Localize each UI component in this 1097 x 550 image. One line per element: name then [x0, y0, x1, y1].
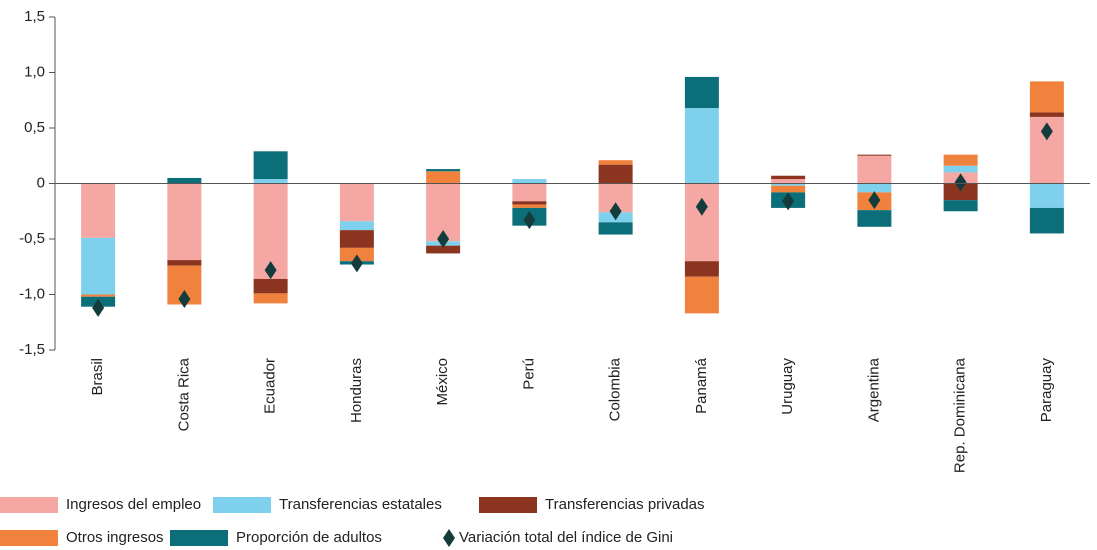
bar-segment: [943, 165, 978, 173]
gini-marker: [264, 261, 277, 280]
bar-segment: [1029, 112, 1064, 117]
bar-segment: [684, 276, 719, 314]
x-tick-label: Ecuador: [262, 358, 279, 414]
legend-swatch: [479, 497, 537, 513]
bar-segment: [598, 222, 633, 235]
bar-segment: [1029, 183, 1064, 208]
bar-segment: [512, 204, 547, 208]
bar-segment: [857, 210, 892, 227]
bar-segment: [253, 293, 288, 304]
bar-segment: [81, 183, 116, 238]
legend-label: Otros ingresos: [66, 529, 164, 546]
bar-segment: [943, 200, 978, 212]
legend-swatch: [170, 530, 228, 546]
bar-segment: [598, 164, 633, 184]
gini-marker: [437, 230, 450, 248]
legend-swatch: [213, 497, 271, 513]
bar-segment: [81, 237, 116, 295]
x-tick-label: Colombia: [607, 357, 624, 421]
x-tick-label: Costa Rica: [175, 357, 192, 431]
bar-segment: [857, 183, 892, 193]
bar-segment: [426, 169, 461, 172]
x-tick-label: Brasil: [89, 358, 106, 396]
x-tick-label: Honduras: [348, 358, 365, 423]
bar-segment: [857, 155, 892, 184]
x-tick-label: Argentina: [865, 357, 882, 422]
legend-label: Ingresos del empleo: [66, 496, 201, 513]
bar-segment: [81, 294, 116, 297]
bar-segment: [1029, 207, 1064, 234]
y-tick-label: -1,0: [19, 285, 45, 302]
gini-marker: [695, 197, 708, 216]
bar-segment: [771, 179, 806, 184]
bar-segment: [167, 177, 202, 184]
legend-label: Proporción de adultos: [236, 529, 382, 546]
gini-marker: [1040, 122, 1053, 141]
bar-segment: [771, 175, 806, 180]
x-tick-label: México: [434, 358, 451, 406]
bar-segment: [167, 183, 202, 261]
bar-segment: [512, 201, 547, 205]
legend-label: Variación total del índice de Gini: [459, 529, 673, 546]
legend-swatch: [0, 497, 58, 513]
gini-marker: [92, 298, 105, 317]
bar-segment: [512, 183, 547, 202]
bar-segment: [253, 179, 288, 184]
y-tick-label: -1,5: [19, 341, 45, 358]
x-tick-label: Uruguay: [779, 358, 796, 415]
x-tick-label: Panamá: [693, 357, 710, 414]
y-tick-label: 0: [37, 174, 45, 191]
bar-segment: [339, 183, 374, 222]
bar-segment: [426, 245, 461, 254]
gini-marker: [178, 289, 191, 308]
gini-marker: [350, 254, 363, 273]
legend-label: Transferencias estatales: [279, 496, 442, 513]
bar-segment: [512, 179, 547, 184]
legend-label: Transferencias privadas: [545, 496, 705, 513]
y-tick-label: 0,5: [24, 119, 45, 136]
gini-marker: [868, 191, 881, 210]
x-tick-label: Paraguay: [1038, 358, 1055, 423]
bar-segment: [426, 171, 461, 184]
legend-marker: [443, 529, 455, 547]
bar-segment: [167, 260, 202, 266]
bar-segment: [598, 160, 633, 165]
bar-segment: [339, 221, 374, 231]
gini-marker: [609, 202, 622, 221]
bar-segment: [684, 183, 719, 262]
bar-segment: [943, 154, 978, 166]
y-tick-label: -0,5: [19, 230, 45, 247]
x-tick-label: Rep. Dominicana: [952, 357, 969, 473]
bar-segment: [771, 185, 806, 193]
legend-swatch: [0, 530, 58, 546]
bar-segment: [771, 183, 806, 186]
bar-segment: [857, 154, 892, 156]
bar-segment: [684, 108, 719, 184]
y-tick-label: 1,5: [24, 8, 45, 25]
bar-segment: [684, 261, 719, 277]
bar-segment: [684, 76, 719, 109]
y-tick-label: 1,0: [24, 63, 45, 80]
gini-marker: [954, 173, 967, 192]
gini-marker: [523, 211, 536, 230]
bar-segment: [253, 278, 288, 294]
x-tick-label: Perú: [520, 358, 537, 390]
gini-marker: [782, 192, 795, 211]
bar-segment: [339, 230, 374, 248]
bar-segment: [943, 183, 978, 201]
bar-segment: [253, 151, 288, 180]
bar-segment: [1029, 81, 1064, 113]
